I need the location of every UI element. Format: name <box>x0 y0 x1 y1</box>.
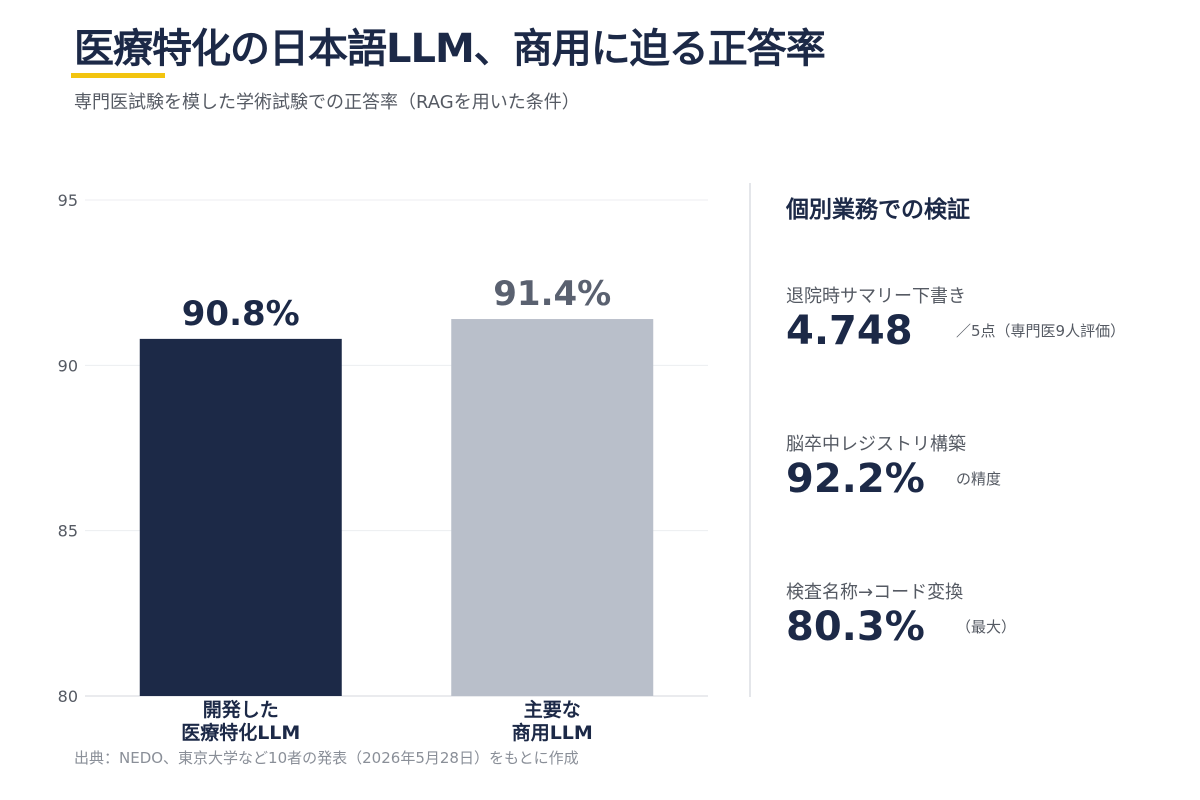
y-tick-label: 80 <box>58 687 78 706</box>
side-panel-title: 個別業務での検証 <box>786 197 970 223</box>
metric-label: 検査名称→コード変換 <box>786 582 964 603</box>
metric-value: 92.2% <box>786 456 925 502</box>
page-subtitle: 専門医試験を模した学術試験での正答率（RAGを用いた条件） <box>74 92 580 113</box>
metric-stroke-registry: 脳卒中レジストリ構築 92.2% の精度 <box>786 430 1186 502</box>
metric-test-code-conversion: 検査名称→コード変換 80.3% （最大） <box>786 578 1186 650</box>
bar-2 <box>451 319 654 696</box>
metric-discharge-summary: 退院時サマリー下書き 4.748 ／5点（専門医9人評価） <box>786 282 1186 354</box>
source-note: 出典：NEDO、東京大学など10者の発表（2026年5月28日）をもとに作成 <box>74 749 579 767</box>
data-label: 90.8% <box>182 294 300 334</box>
bar-1 <box>139 338 342 696</box>
metric-note: ／5点（専門医9人評価） <box>956 322 1126 340</box>
metric-label: 退院時サマリー下書き <box>786 286 966 307</box>
bar-chart: 80 85 90 95 90.8% 開発した医療特化LLM 91.4% 主要な商用LLM <box>58 191 708 744</box>
x-tick-label: 開発した医療特化LLM <box>181 698 300 744</box>
y-tick-label: 85 <box>58 522 78 541</box>
data-label: 91.4% <box>493 274 611 314</box>
metric-note: の精度 <box>956 470 1002 488</box>
y-tick-label: 95 <box>58 191 78 210</box>
page-title: 医療特化の日本語LLM、商用に迫る正答率 <box>74 26 826 72</box>
side-panel: 個別業務での検証 退院時サマリー下書き 4.748 ／5点（専門医9人評価） 脳… <box>786 190 1186 650</box>
title-underline-accent <box>71 73 165 78</box>
metric-value: 4.748 <box>786 308 913 354</box>
metric-value: 80.3% <box>786 604 925 650</box>
x-tick-label: 主要な商用LLM <box>512 699 593 744</box>
metric-note: （最大） <box>956 618 1017 636</box>
metric-label: 脳卒中レジストリ構築 <box>786 434 966 455</box>
panel-divider <box>749 183 751 697</box>
y-tick-label: 90 <box>58 356 78 375</box>
